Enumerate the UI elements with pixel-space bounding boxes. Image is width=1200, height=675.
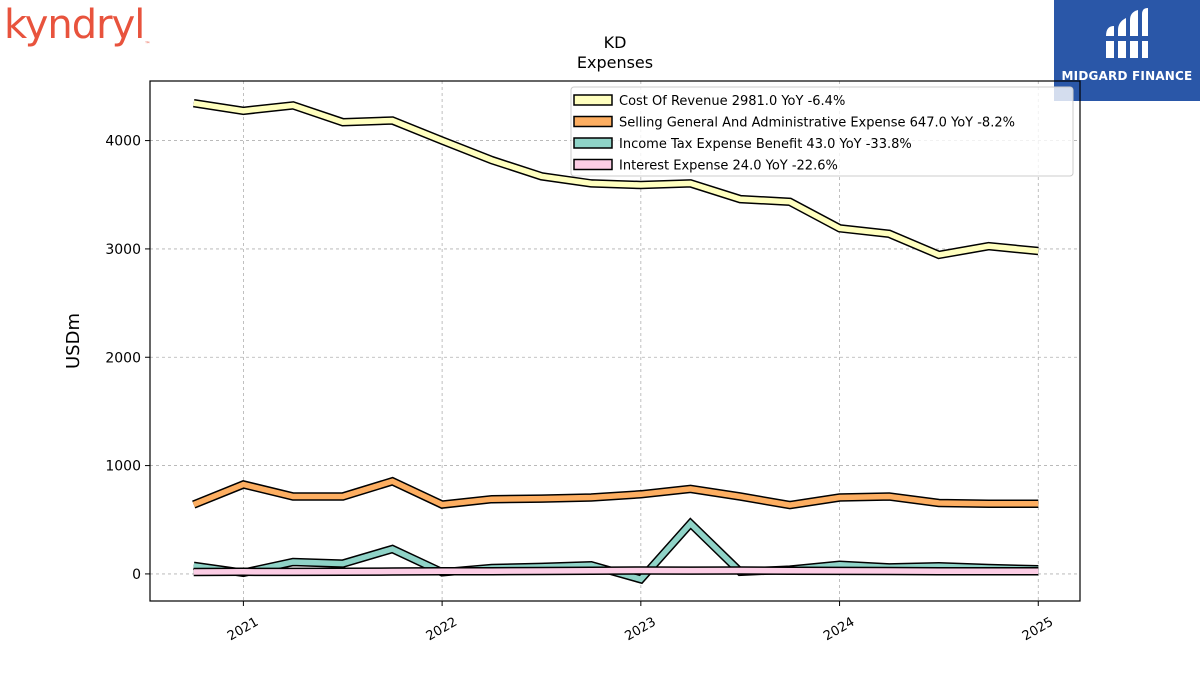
legend-entry: Interest Expense 24.0 YoY -22.6% bbox=[619, 159, 838, 174]
x-tick-label: 2022 bbox=[424, 615, 460, 645]
y-tick-label: 1000 bbox=[105, 459, 141, 475]
legend-entry: Cost Of Revenue 2981.0 YoY -6.4% bbox=[619, 94, 845, 109]
y-tick-label: 3000 bbox=[105, 242, 141, 258]
series-interest-expense bbox=[193, 566, 1039, 577]
x-tick-label: 2025 bbox=[1020, 615, 1056, 645]
x-tick-label: 2021 bbox=[225, 615, 261, 645]
midgard-finance-label: MIDGARD FINANCE bbox=[1061, 69, 1193, 83]
y-tick-label: 2000 bbox=[105, 350, 141, 366]
legend-swatch bbox=[573, 115, 613, 128]
x-tick-label: 2024 bbox=[821, 615, 857, 645]
y-tick-label: 0 bbox=[132, 567, 141, 583]
kyndryl-logo-text: kyndryl bbox=[4, 2, 145, 48]
series-lines bbox=[192, 98, 1039, 585]
x-tick-label: 2023 bbox=[622, 615, 658, 645]
series-line bbox=[193, 100, 1039, 258]
chart-title: KD bbox=[604, 33, 627, 52]
legend-swatch bbox=[573, 137, 613, 149]
midgard-finance-logo: MIDGARD FINANCE bbox=[1054, 0, 1200, 101]
legend-box bbox=[570, 86, 1074, 177]
series-cost-of-revenue bbox=[193, 98, 1039, 260]
y-tick-label: 4000 bbox=[105, 134, 141, 150]
legend-entry: Selling General And Administrative Expen… bbox=[619, 116, 1015, 131]
axes-frame bbox=[149, 80, 1081, 602]
legend-entry: Income Tax Expense Benefit 43.0 YoY -33.… bbox=[619, 137, 912, 152]
series-line bbox=[193, 567, 1039, 575]
series-line bbox=[192, 478, 1039, 508]
legend: Cost Of Revenue 2981.0 YoY -6.4% Selling … bbox=[570, 86, 1074, 177]
legend-swatch bbox=[573, 158, 613, 171]
kyndryl-logo: kyndryl™ bbox=[4, 2, 150, 48]
chart-subtitle: Expenses bbox=[577, 53, 653, 72]
series-selling-general-and-administrative-expense bbox=[192, 476, 1039, 510]
y-axis-label: USDm bbox=[63, 313, 84, 369]
midgard-emblem-icon bbox=[1104, 8, 1150, 58]
legend-swatch bbox=[573, 94, 613, 106]
